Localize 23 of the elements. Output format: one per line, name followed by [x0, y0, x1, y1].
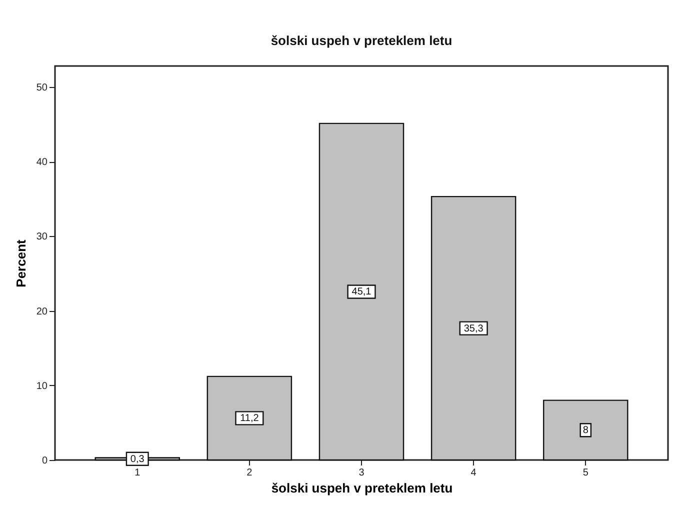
data-label: 0,3 — [130, 454, 145, 465]
data-label: 45,1 — [352, 286, 372, 298]
y-tick-label: 30 — [36, 232, 48, 243]
y-tick-label: 40 — [36, 157, 48, 168]
y-tick-label: 50 — [36, 82, 48, 94]
data-label: 11,2 — [240, 413, 260, 424]
y-tick-label: 0 — [42, 456, 48, 466]
bar — [543, 400, 628, 461]
x-axis-title: šolski uspeh v preteklem letu — [271, 480, 453, 496]
x-tick-label: 2 — [246, 468, 253, 478]
y-tick-label: 20 — [36, 306, 48, 318]
bar — [318, 122, 404, 461]
data-label: 8 — [582, 425, 589, 436]
data-label: 35,3 — [464, 323, 484, 334]
x-tick-label: 3 — [358, 468, 365, 478]
x-tick-label: 4 — [470, 468, 477, 478]
y-tick-label: 10 — [36, 380, 48, 392]
bar — [206, 376, 292, 461]
chart-title: šolski uspeh v preteklem letu — [270, 33, 452, 48]
y-axis-title: Percent — [13, 238, 28, 288]
bar — [430, 196, 516, 461]
x-tick-label: 1 — [134, 468, 141, 478]
x-tick-label: 5 — [582, 468, 589, 478]
